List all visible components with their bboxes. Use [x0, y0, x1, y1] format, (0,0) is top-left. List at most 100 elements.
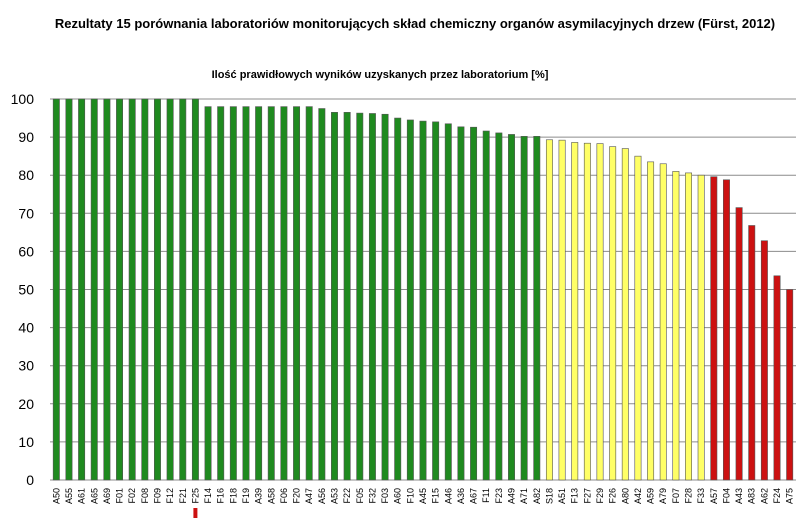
chart-subtitle: Ilość prawidłowych wyników uzyskanych pr…: [212, 69, 549, 81]
bar-a67: [470, 126, 478, 481]
x-tick-label: F29: [595, 488, 605, 504]
y-tick-label: 90: [18, 129, 34, 145]
x-tick-label: A83: [747, 488, 757, 504]
x-tick-label: A61: [77, 488, 87, 504]
x-tick-label: F12: [165, 488, 175, 504]
x-tick-label: A67: [469, 488, 479, 504]
bar-f05: [356, 112, 364, 481]
x-tick-label: F13: [570, 488, 580, 504]
bar-a43: [735, 207, 743, 481]
bar-f25: [191, 98, 199, 481]
x-tick-label: F01: [115, 488, 125, 504]
x-tick-label: F21: [178, 488, 188, 504]
bar-f12: [166, 98, 174, 481]
x-tick-label: A45: [418, 488, 428, 504]
bar-f13: [571, 142, 579, 481]
chart-title: Rezultaty 15 porównania laboratoriów mon…: [55, 16, 775, 31]
bar-a36: [457, 126, 465, 481]
bar-f04: [722, 179, 730, 481]
x-tick-label: F19: [241, 488, 251, 504]
x-tick-label: S18: [544, 488, 554, 504]
x-tick-label: A36: [456, 488, 466, 504]
x-tick-label: A57: [709, 488, 719, 504]
bar-a79: [659, 163, 667, 481]
y-tick-label: 60: [18, 243, 34, 259]
x-tick-label: F20: [292, 488, 302, 504]
x-tick-label: A39: [254, 488, 264, 504]
bar-a51: [558, 139, 566, 481]
bar-f27: [583, 142, 591, 481]
category-marker: [193, 508, 198, 518]
x-tick-label: A43: [734, 488, 744, 504]
x-tick-label: F02: [127, 488, 137, 504]
bar-f18: [229, 106, 237, 481]
bar-a65: [90, 98, 98, 481]
bar-s18: [545, 139, 553, 481]
bar-a60: [394, 117, 402, 481]
bar-f09: [154, 98, 161, 481]
bar-f23: [495, 132, 503, 481]
bar-f10: [406, 119, 414, 481]
x-axis-ticks: A50 A55 A61 A65 A69 F01 F02 F08 F09 F12 F21 F25 F14 F…: [51, 488, 795, 518]
bar-a39: [255, 106, 263, 481]
bar-f22: [343, 112, 351, 481]
x-tick-label: A82: [532, 488, 542, 504]
bar-a61: [78, 98, 86, 481]
x-tick-label: F26: [608, 488, 618, 504]
bar-a83: [748, 225, 756, 481]
x-tick-label: F11: [481, 488, 491, 503]
bar-f19: [242, 106, 250, 481]
bar-f01: [116, 98, 124, 481]
x-tick-label: A47: [304, 488, 314, 504]
x-tick-label: F10: [405, 488, 415, 504]
bar-a62: [760, 240, 768, 481]
x-tick-label: A71: [519, 488, 529, 504]
y-tick-label: 20: [18, 396, 34, 412]
bar-f16: [217, 106, 225, 481]
x-tick-label: F27: [582, 488, 592, 504]
x-tick-label: F24: [772, 488, 782, 504]
x-tick-label: A42: [633, 488, 643, 504]
x-tick-label: A65: [89, 488, 99, 504]
bar-a50: [52, 98, 60, 481]
x-tick-label: F03: [380, 488, 390, 504]
bars: [52, 98, 794, 481]
x-tick-label: F23: [494, 488, 504, 504]
x-tick-label: A46: [443, 488, 453, 504]
x-tick-label: F28: [684, 488, 694, 504]
x-tick-label: F22: [342, 488, 352, 504]
x-tick-label: F18: [228, 488, 238, 504]
x-tick-label: A79: [658, 488, 668, 504]
bar-f15: [432, 121, 440, 481]
bar-a56: [318, 108, 326, 481]
y-tick-label: 70: [18, 205, 34, 221]
bar-f03: [381, 113, 389, 481]
bar-f14: [204, 106, 212, 481]
x-tick-label: F09: [152, 488, 162, 504]
bar-f28: [685, 172, 692, 481]
x-tick-label: F06: [279, 488, 289, 504]
bar-a58: [267, 106, 275, 481]
bar-a49: [508, 134, 515, 481]
x-tick-label: A53: [329, 488, 339, 504]
x-tick-label: A69: [102, 488, 112, 504]
x-tick-label: F05: [355, 488, 365, 504]
y-axis-ticks: 0 10 20 30 40 50 60 70 80 90 100: [11, 91, 35, 488]
x-tick-label: F04: [721, 488, 731, 504]
y-tick-label: 10: [18, 434, 34, 450]
x-tick-label: F14: [203, 488, 213, 504]
bar-f07: [672, 171, 680, 481]
bar-f29: [596, 143, 604, 481]
x-tick-label: A50: [51, 488, 61, 504]
x-tick-label: F15: [431, 488, 441, 504]
x-tick-label: F32: [367, 488, 377, 504]
x-tick-label: A56: [317, 488, 327, 504]
x-tick-label: A60: [393, 488, 403, 504]
x-tick-label: A55: [64, 488, 74, 504]
bar-f21: [179, 98, 187, 481]
bar-f24: [773, 275, 781, 481]
bar-f08: [141, 98, 149, 481]
x-tick-label: F08: [140, 488, 150, 504]
bar-a42: [634, 155, 642, 481]
